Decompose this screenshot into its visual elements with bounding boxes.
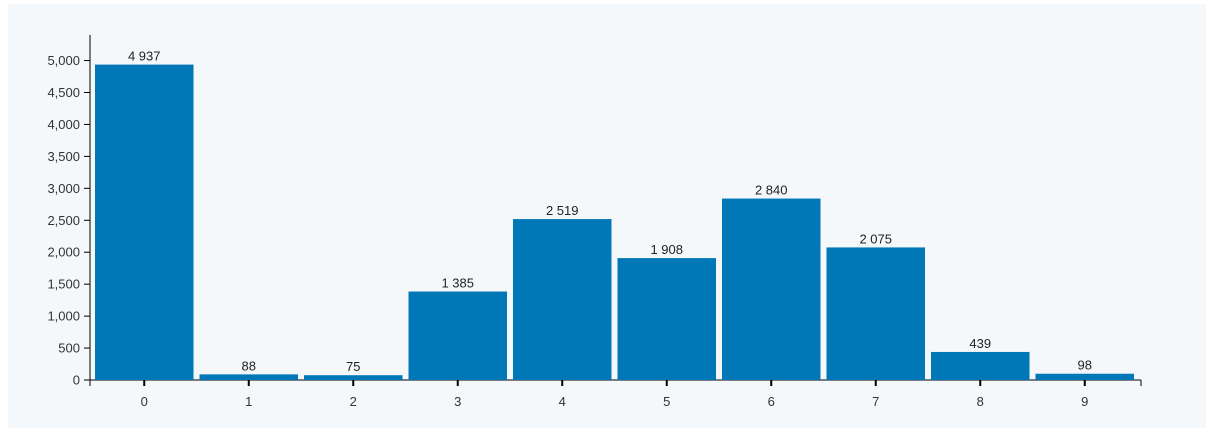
x-tick-label: 4 (559, 394, 566, 409)
bar (722, 198, 821, 380)
y-tick-label: 3,500 (47, 149, 80, 164)
y-axis: 0 500 1,000 1,500 2,000 2,500 3,000 3,500 4,000 4… (47, 35, 91, 388)
bar-value-label: 75 (346, 359, 360, 374)
chart-panel: 0 500 1,000 1,500 2,000 2,500 3,000 3,500 4,000 4… (8, 4, 1206, 428)
bar-value-label: 1 908 (650, 242, 683, 257)
x-tick-label: 9 (1081, 394, 1088, 409)
bar-value-label: 4 937 (128, 49, 161, 64)
bar (617, 258, 716, 380)
bar-value-label: 2 075 (859, 231, 892, 246)
bar-value-label: 88 (242, 358, 256, 373)
bar-chart: 0 500 1,000 1,500 2,000 2,500 3,000 3,500 4,000 4… (47, 35, 1142, 409)
bar (95, 64, 194, 380)
y-tick-label: 1,000 (47, 309, 80, 324)
x-tick-label: 5 (663, 394, 670, 409)
y-tick-label: 5,000 (47, 53, 80, 68)
bar (826, 247, 925, 380)
bar-value-label: 1 385 (441, 276, 474, 291)
y-tick-label: 1,500 (47, 277, 80, 292)
bar (304, 375, 403, 380)
x-tick-label: 6 (768, 394, 775, 409)
y-tick-label: 500 (58, 341, 80, 356)
bar-value-label: 2 840 (755, 183, 788, 198)
bar-value-label: 2 519 (546, 203, 579, 218)
y-tick-label: 2,500 (47, 213, 80, 228)
y-tick-label: 3,000 (47, 181, 80, 196)
bars (95, 64, 1134, 380)
x-tick-label: 8 (977, 394, 984, 409)
bar (199, 374, 298, 380)
x-tick-label: 2 (350, 394, 357, 409)
bar (513, 219, 612, 380)
x-tick-label: 7 (872, 394, 879, 409)
bar-value-label: 439 (969, 336, 991, 351)
bar-value-labels: 4 937 88 75 1 385 2 519 1 908 2 840 2 075 439 98 (128, 49, 1092, 375)
bar (1035, 373, 1134, 380)
x-tick-label: 0 (141, 394, 148, 409)
x-tick-label: 1 (245, 394, 252, 409)
y-tick-label: 4,000 (47, 117, 80, 132)
y-tick-label: 0 (73, 373, 80, 388)
bar-value-label: 98 (1078, 358, 1092, 373)
x-axis: 0 1 2 3 4 5 6 7 8 9 (89, 379, 1142, 409)
y-tick-label: 2,000 (47, 245, 80, 260)
bar (408, 291, 507, 380)
bar (931, 351, 1030, 380)
y-tick-label: 4,500 (47, 85, 80, 100)
x-tick-label: 3 (454, 394, 461, 409)
